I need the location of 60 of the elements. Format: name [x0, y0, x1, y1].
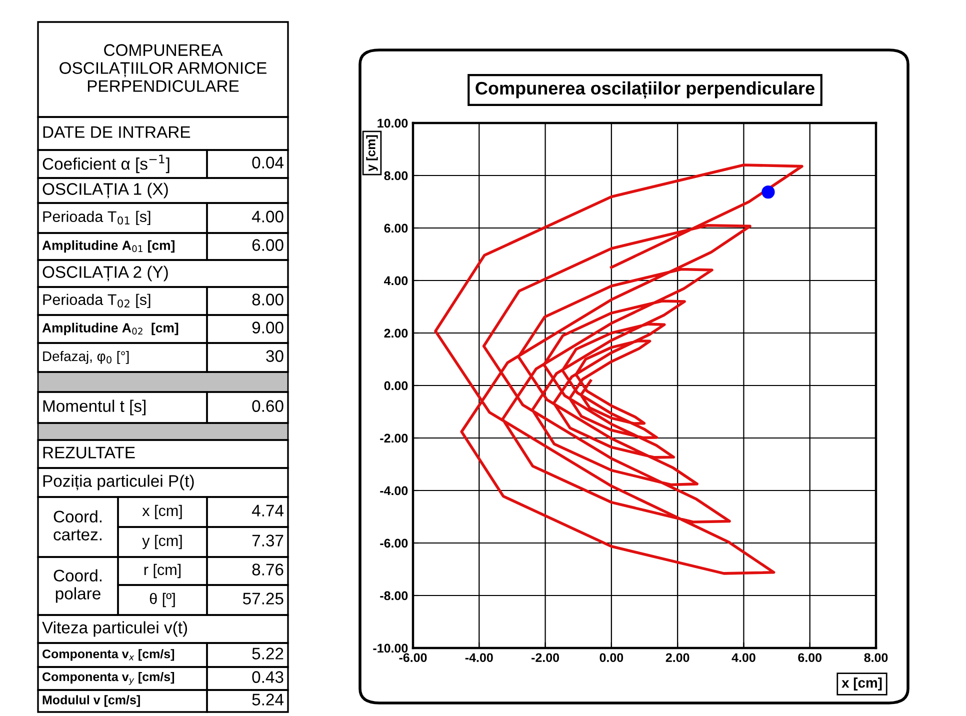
- text: Amplitudine A$_{01}$ [cm]: [42, 240, 174, 253]
- text: DATE DE INTRARE: [43, 126, 190, 138]
- x-tick-label: 6.00: [798, 653, 822, 662]
- text: 9.00: [252, 322, 284, 334]
- text: 4.74: [252, 504, 284, 516]
- text: Modulul v [cm/s]: [42, 695, 140, 707]
- text: Componenta v$_{y}$ [cm/s]: [42, 672, 174, 685]
- text: COMPUNEREA OSCILAȚIILOR ARMONICE PERPENDICULARE: [60, 44, 266, 92]
- text: 0.60: [252, 400, 284, 412]
- x-tick-label: -6.00: [399, 653, 427, 662]
- text: REZULTATE: [43, 446, 135, 458]
- x-tick-label: 0.00: [600, 653, 624, 662]
- text: Viteza particulei v(t): [42, 621, 188, 637]
- text: Coeficient α [s$^{−1}$]: [42, 154, 170, 174]
- text: OSCILAȚIA 2 (Y): [42, 266, 168, 282]
- text: OSCILAȚIA 1 (X): [42, 182, 168, 198]
- y-tick-label: 6.00: [384, 224, 408, 233]
- x-tick-label: -2.00: [532, 653, 560, 662]
- text: 0.04: [252, 156, 284, 168]
- y-tick-label: 2.00: [384, 328, 408, 338]
- x-tick-label: 8.00: [864, 653, 888, 662]
- y-axis-title: y [cm]: [366, 135, 378, 172]
- text: 8.00: [252, 294, 284, 306]
- text: 57.25: [242, 592, 284, 604]
- text: Coord. polare: [54, 569, 102, 603]
- text: Coord. cartez.: [54, 510, 102, 540]
- text: 5.22: [252, 648, 284, 660]
- chart-title: Compunerea oscilațiilor perpendiculare: [476, 81, 814, 99]
- text: r [cm]: [144, 564, 181, 578]
- text: Poziția particulei P(t): [43, 474, 194, 490]
- x-tick-label: -4.00: [465, 653, 493, 662]
- y-tick-label: -10.00: [373, 644, 408, 653]
- text: Defazaj, φ$_{0}$ [°]: [43, 350, 129, 364]
- y-tick-label: 4.00: [384, 276, 408, 286]
- x-tick-label: 4.00: [732, 653, 756, 662]
- y-tick-label: -8.00: [380, 591, 408, 600]
- text: 30: [266, 350, 284, 362]
- y-tick-label: -4.00: [380, 486, 408, 496]
- text: x [cm]: [142, 504, 182, 520]
- text: 0.43: [252, 671, 284, 683]
- text: Momentul t [s]: [43, 400, 146, 416]
- text: Perioada T$_{01}$ [s]: [43, 210, 150, 226]
- text: θ [º]: [150, 592, 175, 608]
- text: 8.76: [252, 564, 284, 576]
- text: 7.37: [252, 534, 284, 546]
- text: y [cm]: [142, 534, 182, 550]
- y-tick-label: -6.00: [380, 538, 408, 548]
- x-axis-title: x [cm]: [842, 678, 882, 690]
- text: 6.00: [252, 239, 284, 251]
- text: Componenta v$_{x}$ [cm/s]: [42, 649, 174, 661]
- y-tick-label: 0.00: [384, 381, 408, 390]
- text: Perioada T$_{02}$ [s]: [43, 294, 150, 308]
- x-tick-label: 2.00: [666, 653, 690, 662]
- y-tick-label: -2.00: [380, 434, 408, 443]
- y-tick-label: 10.00: [378, 118, 408, 128]
- y-tick-label: 8.00: [384, 171, 408, 180]
- text: Amplitudine A$_{02}$ [cm]: [42, 322, 178, 336]
- text: 5.24: [252, 694, 284, 706]
- text: 4.00: [252, 210, 284, 222]
- line-series: [434, 164, 804, 575]
